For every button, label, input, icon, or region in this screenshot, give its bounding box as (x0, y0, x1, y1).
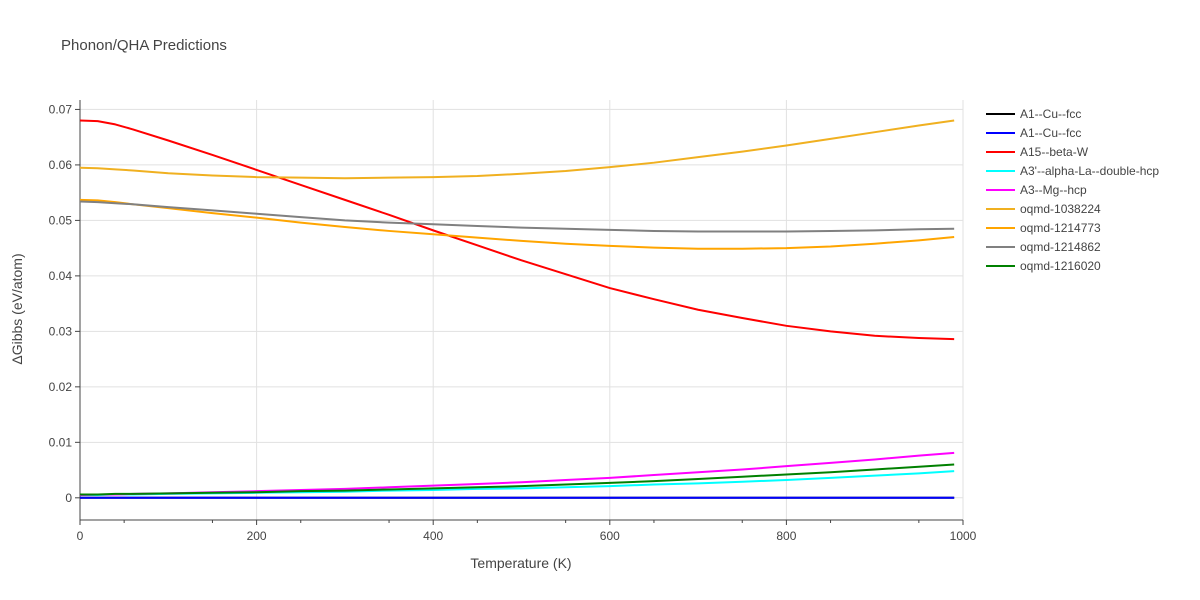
x-axis-title: Temperature (K) (470, 555, 571, 571)
y-tick-label: 0.06 (49, 158, 73, 172)
y-tick-label: 0.02 (49, 380, 73, 394)
x-tick-label: 600 (600, 529, 620, 543)
grid (80, 100, 964, 520)
legend[interactable]: A1--Cu--fcc A1--Cu--fcc A15--beta-W A3'--al… (986, 107, 1159, 273)
legend-label: A15--beta-W (1020, 145, 1089, 159)
legend-item[interactable]: oqmd-1216020 (986, 259, 1101, 273)
y-tick-label: 0.01 (49, 435, 73, 449)
series-line-5 (79, 119, 955, 180)
legend-item[interactable]: A1--Cu--fcc (986, 107, 1081, 121)
tick-labels: 0 200 400 600 800 1000 0 0.01 0.02 0.03 0.04 0.05 0.… (49, 102, 977, 543)
legend-item[interactable]: oqmd-1214862 (986, 240, 1101, 254)
series-layer (79, 119, 955, 499)
legend-label: A3'--alpha-La--double-hcp (1020, 164, 1159, 178)
chart-title: Phonon/QHA Predictions (61, 37, 227, 54)
legend-label: oqmd-1214862 (1020, 240, 1101, 254)
y-tick-label: 0.03 (49, 324, 73, 338)
legend-label: A1--Cu--fcc (1020, 107, 1081, 121)
x-tick-label: 200 (247, 529, 267, 543)
x-tick-label: 800 (776, 529, 796, 543)
y-axis-title: ΔGibbs (eV/atom) (9, 253, 25, 364)
legend-label: oqmd-1216020 (1020, 259, 1101, 273)
x-tick-label: 400 (423, 529, 443, 543)
x-tick-label: 1000 (950, 529, 977, 543)
legend-item[interactable]: oqmd-1214773 (986, 221, 1101, 235)
x-tick-label: 0 (77, 529, 84, 543)
series-line-8 (80, 463, 955, 496)
legend-label: A1--Cu--fcc (1020, 126, 1081, 140)
axes (75, 100, 964, 525)
y-tick-label: 0 (65, 491, 72, 505)
legend-label: A3--Mg--hcp (1020, 183, 1087, 197)
legend-label: oqmd-1214773 (1020, 221, 1101, 235)
series-line-6 (79, 198, 955, 250)
legend-item[interactable]: A3'--alpha-La--double-hcp (986, 164, 1159, 178)
legend-item[interactable]: oqmd-1038224 (986, 202, 1101, 216)
legend-item[interactable]: A1--Cu--fcc (986, 126, 1081, 140)
legend-label: oqmd-1038224 (1020, 202, 1101, 216)
legend-item[interactable]: A3--Mg--hcp (986, 183, 1087, 197)
series-line-7 (79, 200, 955, 233)
y-tick-label: 0.04 (49, 269, 73, 283)
series-line-2 (79, 119, 955, 341)
y-tick-label: 0.05 (49, 213, 73, 227)
legend-item[interactable]: A15--beta-W (986, 145, 1089, 159)
y-tick-label: 0.07 (49, 102, 73, 116)
